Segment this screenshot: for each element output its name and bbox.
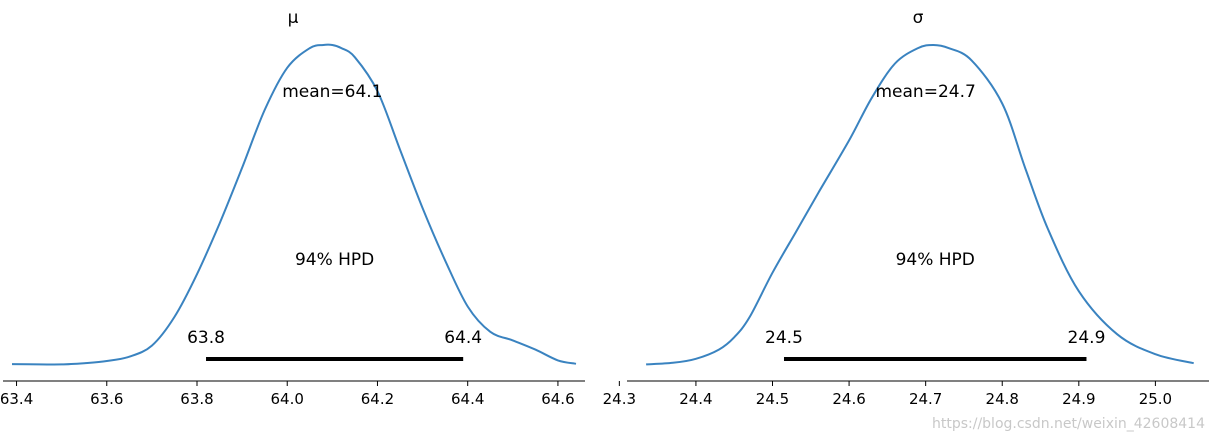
- hpd-label-sigma: 94% HPD: [896, 250, 975, 270]
- x-tick-label-sigma: 24.3: [603, 390, 636, 408]
- kde-line-mu: [11, 43, 577, 366]
- posterior-panel-mu: μ mean=64.1 94% HPD 63.8 64.4 63.4 63.6 63…: [0, 8, 585, 408]
- x-tick-label-sigma: 24.8: [986, 390, 1019, 408]
- mean-label-sigma: mean=24.7: [876, 82, 976, 102]
- panel-title-mu: μ: [288, 8, 299, 28]
- x-tick-label-mu: 64.6: [541, 390, 574, 408]
- hpd-high-label-sigma: 24.9: [1068, 328, 1106, 348]
- x-tick-label-sigma: 24.7: [909, 390, 942, 408]
- x-tick-label-mu: 64.0: [271, 390, 304, 408]
- x-ticks-mu: 63.4 63.6 63.8 64.0 64.2 64.4 64.6: [0, 381, 575, 408]
- x-tick-label-mu: 64.2: [361, 390, 394, 408]
- mean-label-mu: mean=64.1: [282, 82, 382, 102]
- watermark-text: https://blog.csdn.net/weixin_42608414: [931, 416, 1205, 432]
- x-tick-label-sigma: 24.9: [1062, 390, 1095, 408]
- x-tick-label-sigma: 24.4: [679, 390, 712, 408]
- panel-title-sigma: σ: [913, 8, 924, 28]
- posterior-panel-sigma: σ mean=24.7 94% HPD 24.5 24.9 24.3 24.4 24…: [603, 8, 1209, 408]
- x-tick-label-mu: 63.6: [90, 390, 123, 408]
- x-tick-label-mu: 63.4: [0, 390, 33, 408]
- hpd-low-label-sigma: 24.5: [765, 328, 803, 348]
- x-tick-label-sigma: 24.5: [756, 390, 789, 408]
- x-tick-label-mu: 64.4: [451, 390, 484, 408]
- x-tick-label-sigma: 25.0: [1139, 390, 1172, 408]
- hpd-high-label-mu: 64.4: [444, 328, 482, 348]
- x-tick-label-sigma: 24.6: [832, 390, 865, 408]
- kde-line-sigma: [646, 43, 1194, 366]
- hpd-low-label-mu: 63.8: [187, 328, 225, 348]
- hpd-label-mu: 94% HPD: [295, 250, 374, 270]
- x-ticks-sigma: 24.3 24.4 24.5 24.6 24.7 24.8 24.9 25.0: [603, 381, 1172, 408]
- x-tick-label-mu: 63.8: [180, 390, 213, 408]
